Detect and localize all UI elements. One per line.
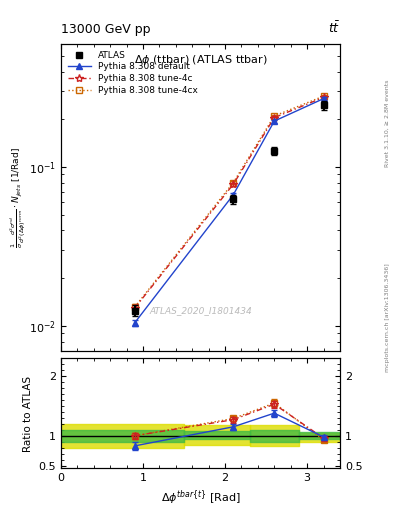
Text: $t\bar{t}$: $t\bar{t}$: [328, 20, 340, 36]
Text: Rivet 3.1.10, ≥ 2.8M events: Rivet 3.1.10, ≥ 2.8M events: [385, 79, 390, 166]
Y-axis label: Ratio to ATLAS: Ratio to ATLAS: [23, 375, 33, 452]
Text: $\Delta\phi$ (ttbar) (ATLAS ttbar): $\Delta\phi$ (ttbar) (ATLAS ttbar): [134, 53, 267, 67]
X-axis label: $\Delta\phi^{tbar\{t\}}$ [Rad]: $\Delta\phi^{tbar\{t\}}$ [Rad]: [161, 489, 240, 507]
Y-axis label: $\frac{1}{\sigma}\frac{d^2\sigma^{nd}}{d^2(\Delta\phi)^{norm}}\cdot N_{jets}$ [1: $\frac{1}{\sigma}\frac{d^2\sigma^{nd}}{d…: [9, 146, 28, 248]
Text: mcplots.cern.ch [arXiv:1306.3436]: mcplots.cern.ch [arXiv:1306.3436]: [385, 263, 390, 372]
Legend: ATLAS, Pythia 8.308 default, Pythia 8.308 tune-4c, Pythia 8.308 tune-4cx: ATLAS, Pythia 8.308 default, Pythia 8.30…: [65, 48, 200, 98]
Text: 13000 GeV pp: 13000 GeV pp: [61, 23, 151, 36]
Text: ATLAS_2020_I1801434: ATLAS_2020_I1801434: [149, 306, 252, 315]
